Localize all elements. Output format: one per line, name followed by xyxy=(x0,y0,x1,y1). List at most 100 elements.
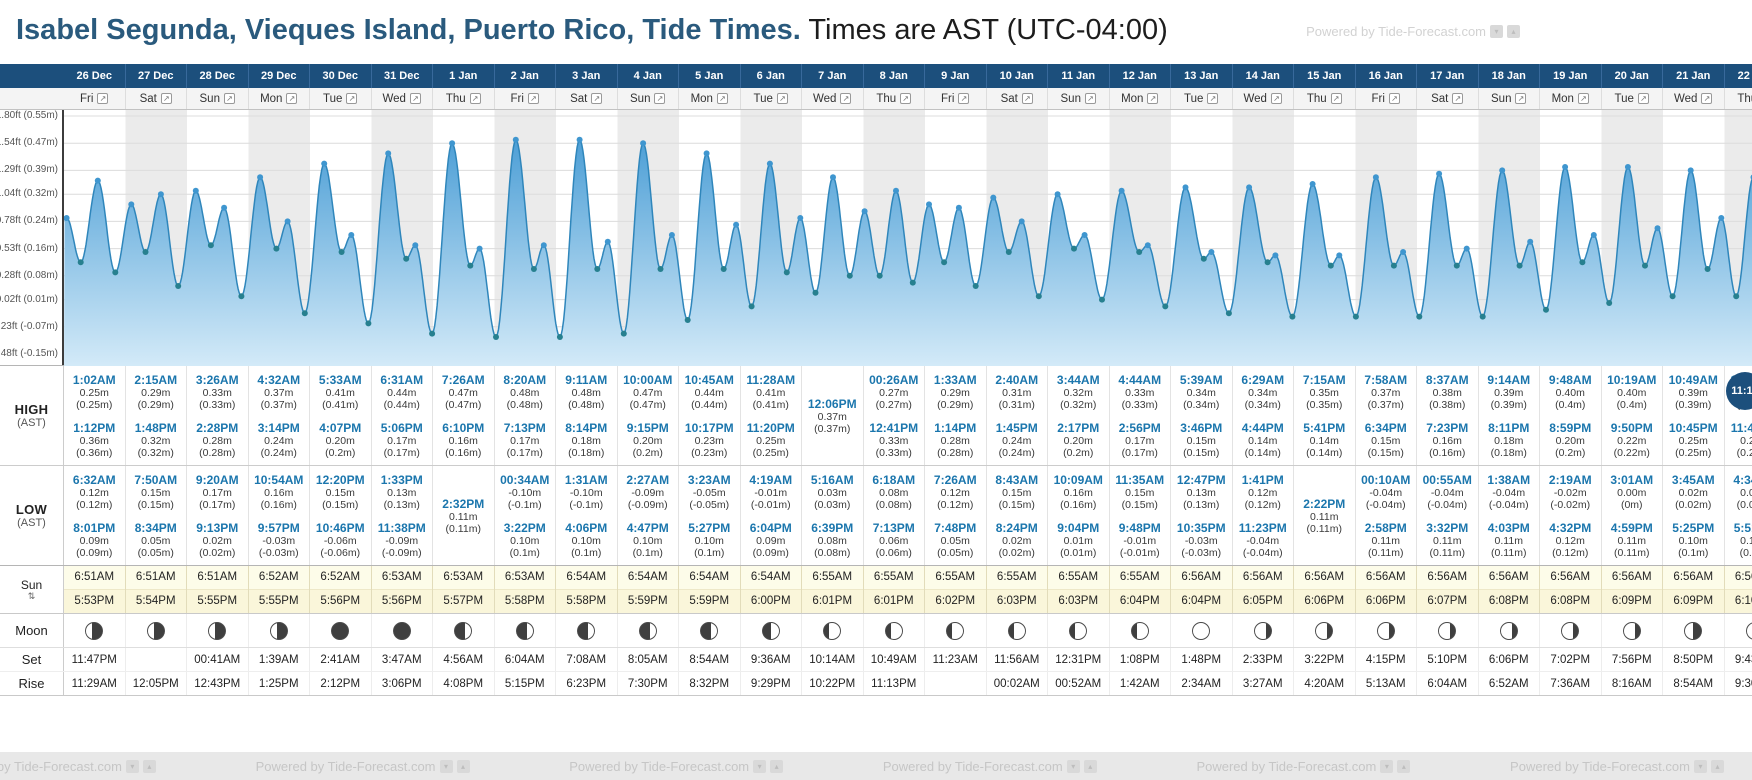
tide-time[interactable]: 4:32PM xyxy=(1549,521,1592,535)
tide-time[interactable]: 11:38PM xyxy=(377,521,426,535)
expand-day-icon[interactable]: ↗ xyxy=(1270,93,1282,104)
tide-time[interactable]: 6:29AM xyxy=(1241,373,1285,387)
tide-time[interactable]: 5:39AM xyxy=(1179,373,1223,387)
tide-time[interactable]: 3:32PM xyxy=(1426,521,1469,535)
date-header[interactable]: 19 Jan xyxy=(1540,64,1602,88)
date-header[interactable]: 30 Dec xyxy=(310,64,372,88)
tide-time[interactable]: 1:33PM xyxy=(380,473,423,487)
date-header[interactable]: 6 Jan xyxy=(741,64,802,88)
date-header[interactable]: 13 Jan xyxy=(1171,64,1233,88)
tide-time[interactable]: 5:25PM xyxy=(1672,521,1715,535)
tide-time[interactable]: 6:32AM xyxy=(72,473,116,487)
tide-time[interactable]: 2:32PM xyxy=(442,497,485,511)
tide-time[interactable]: 3:45AM xyxy=(1671,473,1715,487)
tide-time[interactable]: 3:44AM xyxy=(1056,373,1100,387)
tide-time[interactable]: 9:15PM xyxy=(626,421,669,435)
tide-time[interactable]: 8:24PM xyxy=(995,521,1038,535)
day-cell[interactable]: Sun ↗ xyxy=(618,88,679,109)
tide-time[interactable]: 3:26AM xyxy=(195,373,239,387)
tide-time[interactable]: 3:01AM xyxy=(1610,473,1654,487)
date-header[interactable]: 28 Dec xyxy=(187,64,249,88)
tide-time[interactable]: 3:22PM xyxy=(503,521,546,535)
tide-time[interactable]: 5:51PM xyxy=(1733,521,1752,535)
tide-time[interactable]: 11:35AM xyxy=(1115,473,1165,487)
day-cell[interactable]: Fri ↗ xyxy=(925,88,987,109)
tide-time[interactable]: 2:40AM xyxy=(995,373,1039,387)
expand-day-icon[interactable]: ↗ xyxy=(1701,93,1713,104)
tide-time[interactable]: 5:33AM xyxy=(318,373,362,387)
expand-day-icon[interactable]: ↗ xyxy=(1084,93,1096,104)
date-header[interactable]: 16 Jan xyxy=(1356,64,1417,88)
date-header[interactable]: 1 Jan xyxy=(433,64,495,88)
tide-time[interactable]: 4:03PM xyxy=(1487,521,1530,535)
day-cell[interactable]: Tue ↗ xyxy=(1602,88,1663,109)
tide-time[interactable]: 12:41PM xyxy=(869,421,919,435)
tide-time[interactable]: 1:14PM xyxy=(934,421,977,435)
day-cell[interactable]: Tue ↗ xyxy=(310,88,372,109)
day-cell[interactable]: Sun ↗ xyxy=(1048,88,1110,109)
tide-time[interactable]: 8:01PM xyxy=(73,521,116,535)
expand-day-icon[interactable]: ↗ xyxy=(223,93,235,104)
date-header[interactable]: 17 Jan xyxy=(1417,64,1479,88)
tide-time[interactable]: 7:23PM xyxy=(1426,421,1469,435)
date-header[interactable]: 4 Jan xyxy=(618,64,679,88)
tide-time[interactable]: 11:23PM xyxy=(1238,521,1287,535)
tide-time[interactable]: 10:46PM xyxy=(315,521,365,535)
tide-time[interactable]: 7:58AM xyxy=(1364,373,1408,387)
date-header[interactable]: 14 Jan xyxy=(1233,64,1294,88)
tide-time[interactable]: 5:16AM xyxy=(810,473,854,487)
tide-time[interactable]: 9:11AM xyxy=(565,373,608,387)
tide-time[interactable]: 1:45PM xyxy=(995,421,1038,435)
day-cell[interactable]: Sat ↗ xyxy=(987,88,1048,109)
tide-time[interactable]: 4:47PM xyxy=(626,521,669,535)
date-header[interactable]: 7 Jan xyxy=(802,64,864,88)
tide-time[interactable]: 9:13PM xyxy=(196,521,239,535)
tide-time[interactable]: 7:26AM xyxy=(933,473,977,487)
tide-time[interactable]: 3:46PM xyxy=(1180,421,1223,435)
day-cell[interactable]: Wed ↗ xyxy=(1663,88,1725,109)
expand-day-icon[interactable]: ↗ xyxy=(527,93,539,104)
tide-time[interactable]: 9:20AM xyxy=(195,473,239,487)
date-header[interactable]: 26 Dec xyxy=(64,64,126,88)
tide-time[interactable]: 12:06PM xyxy=(807,397,857,411)
tide-time[interactable]: 4:32AM xyxy=(257,373,301,387)
tide-time[interactable]: 10:09AM xyxy=(1053,473,1103,487)
expand-day-icon[interactable]: ↗ xyxy=(1147,93,1159,104)
date-header[interactable]: 22 Jan xyxy=(1725,64,1752,88)
expand-day-icon[interactable]: ↗ xyxy=(958,93,970,104)
tide-time[interactable]: 8:14PM xyxy=(565,421,608,435)
day-cell[interactable]: Wed ↗ xyxy=(802,88,864,109)
tide-time[interactable]: 8:34PM xyxy=(134,521,177,535)
tide-time[interactable]: 00:10AM xyxy=(1361,473,1411,487)
tide-time[interactable]: 11:43PM xyxy=(1730,421,1752,435)
tide-time[interactable]: 6:04PM xyxy=(749,521,792,535)
tide-time[interactable]: 4:19AM xyxy=(749,473,793,487)
tide-time[interactable]: 2:58PM xyxy=(1364,521,1407,535)
date-header[interactable]: 31 Dec xyxy=(372,64,433,88)
expand-day-icon[interactable]: ↗ xyxy=(286,93,298,104)
expand-day-icon[interactable]: ↗ xyxy=(97,93,109,104)
tide-time[interactable]: 1:02AM xyxy=(72,373,116,387)
tide-time[interactable]: 2:17PM xyxy=(1057,421,1100,435)
tide-time[interactable]: 2:19AM xyxy=(1548,473,1592,487)
tide-time[interactable]: 8:20AM xyxy=(503,373,547,387)
tide-time[interactable]: 1:41PM xyxy=(1241,473,1284,487)
day-cell[interactable]: Sat ↗ xyxy=(556,88,618,109)
tide-time[interactable]: 4:44PM xyxy=(1241,421,1284,435)
tide-time[interactable]: 7:15AM xyxy=(1302,373,1346,387)
date-header[interactable]: 20 Jan xyxy=(1602,64,1663,88)
tide-time[interactable]: 7:50AM xyxy=(134,473,178,487)
tide-time[interactable]: 6:34PM xyxy=(1364,421,1407,435)
tide-time[interactable]: 1:31AM xyxy=(564,473,608,487)
expand-day-icon[interactable]: ↗ xyxy=(469,93,481,104)
tide-time[interactable]: 6:31AM xyxy=(380,373,424,387)
expand-day-icon[interactable]: ↗ xyxy=(1021,93,1033,104)
day-cell[interactable]: Mon ↗ xyxy=(679,88,741,109)
tide-time[interactable]: 5:41PM xyxy=(1303,421,1346,435)
date-header[interactable]: 2 Jan xyxy=(495,64,556,88)
expand-day-icon[interactable]: ↗ xyxy=(900,93,912,104)
day-cell[interactable]: Wed ↗ xyxy=(372,88,433,109)
date-header[interactable]: 11 Jan xyxy=(1048,64,1110,88)
day-cell[interactable]: Sat ↗ xyxy=(126,88,187,109)
tide-time[interactable]: 10:45PM xyxy=(1668,421,1718,435)
